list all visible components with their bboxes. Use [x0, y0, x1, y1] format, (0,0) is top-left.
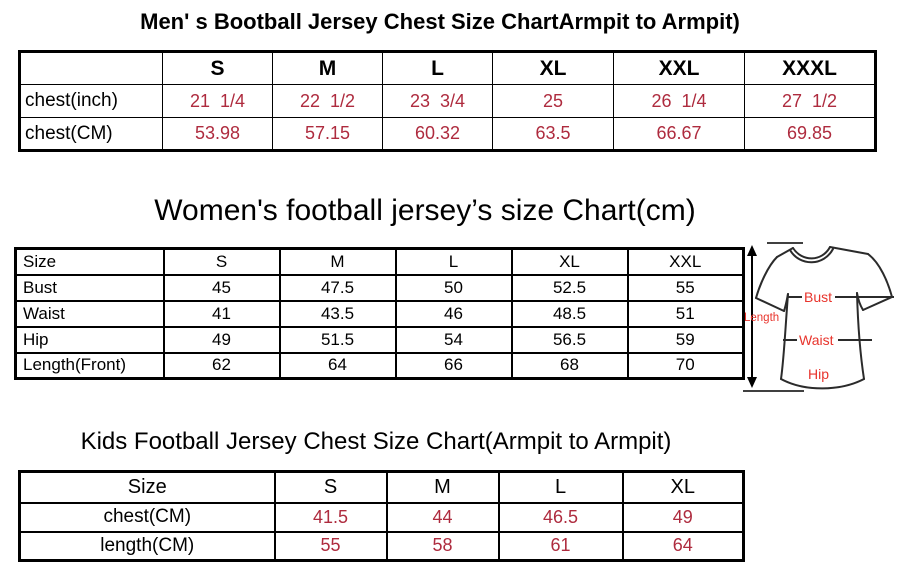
column-header: XXL: [626, 247, 745, 276]
kids-chart-title: Kids Football Jersey Chest Size Chart(Ar…: [80, 428, 672, 455]
table-row: Hip 49 51.5 54 56.5 59: [14, 325, 745, 354]
table-cell: 52.5: [510, 273, 629, 302]
column-header: XXL: [613, 51, 745, 85]
table-cell: 66.67: [613, 117, 745, 151]
table-cell: 55: [273, 530, 388, 562]
table-cell: 63.5: [492, 117, 614, 151]
table-row: Waist 41 43.5 46 48.5 51: [14, 299, 745, 328]
column-header: L: [394, 247, 513, 276]
row-label: Waist: [14, 299, 165, 328]
column-header: M: [278, 247, 397, 276]
table-cell: 46.5: [497, 501, 624, 533]
table-row: Length(Front) 62 64 66 68 70: [14, 351, 745, 380]
table-row: chest(CM) 41.5 44 46.5 49: [18, 501, 745, 533]
column-header: L: [497, 470, 624, 504]
table-cell: 27 1/2: [744, 84, 876, 118]
table-cell: 69.85: [744, 117, 876, 151]
table-cell: 57.15: [272, 117, 383, 151]
table-cell: 41.5: [273, 501, 388, 533]
column-header: Size: [14, 247, 165, 276]
column-header: XL: [621, 470, 745, 504]
womens-chart-title: Women's football jersey’s size Chart(cm): [154, 194, 696, 227]
mens-chart-title: Men' s Bootball Jersey Chest Size ChartA…: [140, 9, 740, 34]
table-cell: 44: [385, 501, 500, 533]
row-label: Length(Front): [14, 351, 165, 380]
length-label: Length: [744, 312, 779, 324]
hip-label: Hip: [808, 366, 829, 382]
table-cell: 26 1/4: [613, 84, 745, 118]
column-header: M: [272, 51, 383, 85]
column-header: XL: [510, 247, 629, 276]
table-cell: 49: [162, 325, 281, 354]
table-cell: 54: [394, 325, 513, 354]
table-cell: 64: [278, 351, 397, 380]
table-cell: 62: [162, 351, 281, 380]
column-header: S: [162, 247, 281, 276]
table-row: Bust 45 47.5 50 52.5 55: [14, 273, 745, 302]
table-cell: 64: [621, 530, 745, 562]
table-cell: 21 1/4: [162, 84, 273, 118]
column-header: XXXL: [744, 51, 876, 85]
table-cell: 43.5: [278, 299, 397, 328]
mens-header-row: S M L XL XXL XXXL: [19, 51, 876, 85]
table-cell: 70: [626, 351, 745, 380]
table-cell: 60.32: [382, 117, 493, 151]
table-row: length(CM) 55 58 61 64: [18, 530, 745, 562]
table-row: chest(CM) 53.98 57.15 60.32 63.5 66.67 6…: [19, 117, 876, 151]
table-cell: 46: [394, 299, 513, 328]
table-cell: 47.5: [278, 273, 397, 302]
waist-label: Waist: [799, 332, 834, 348]
table-cell: 48.5: [510, 299, 629, 328]
measurement-lines: [783, 296, 894, 341]
table-cell: 41: [162, 299, 281, 328]
row-label: chest(CM): [18, 501, 276, 533]
column-header: S: [273, 470, 388, 504]
table-cell: 58: [385, 530, 500, 562]
row-label: length(CM): [18, 530, 276, 562]
table-cell: 53.98: [162, 117, 273, 151]
column-header: M: [385, 470, 500, 504]
kids-size-table: Size S M L XL chest(CM) 41.5 44 46.5 49 …: [18, 470, 745, 562]
table-cell: 49: [621, 501, 745, 533]
bust-label: Bust: [804, 289, 832, 305]
table-cell: 25: [492, 84, 614, 118]
row-label: chest(inch): [19, 84, 163, 118]
row-label: Bust: [14, 273, 165, 302]
table-cell: 51: [626, 299, 745, 328]
womens-header-row: Size S M L XL XXL: [14, 247, 745, 276]
column-header: L: [382, 51, 493, 85]
column-header: S: [162, 51, 273, 85]
table-cell: 50: [394, 273, 513, 302]
table-cell: 61: [497, 530, 624, 562]
table-row: chest(inch) 21 1/4 22 1/2 23 3/4 25 26 1…: [19, 84, 876, 118]
kids-header-row: Size S M L XL: [18, 470, 745, 504]
mens-size-table: S M L XL XXL XXXL chest(inch) 21 1/4 22 …: [18, 50, 877, 152]
table-cell: 22 1/2: [272, 84, 383, 118]
table-cell: 56.5: [510, 325, 629, 354]
tshirt-measurement-diagram: Length Bust Waist Hip: [741, 238, 901, 400]
table-cell: 51.5: [278, 325, 397, 354]
table-cell: 23 3/4: [382, 84, 493, 118]
womens-size-table: Size S M L XL XXL Bust 45 47.5 50 52.5 5…: [14, 247, 745, 380]
length-arrow: [743, 242, 804, 392]
table-cell: 66: [394, 351, 513, 380]
column-header: [19, 51, 163, 85]
row-label: Hip: [14, 325, 165, 354]
table-cell: 45: [162, 273, 281, 302]
table-cell: 59: [626, 325, 745, 354]
row-label: chest(CM): [19, 117, 163, 151]
column-header: XL: [492, 51, 614, 85]
column-header: Size: [18, 470, 276, 504]
table-cell: 68: [510, 351, 629, 380]
table-cell: 55: [626, 273, 745, 302]
